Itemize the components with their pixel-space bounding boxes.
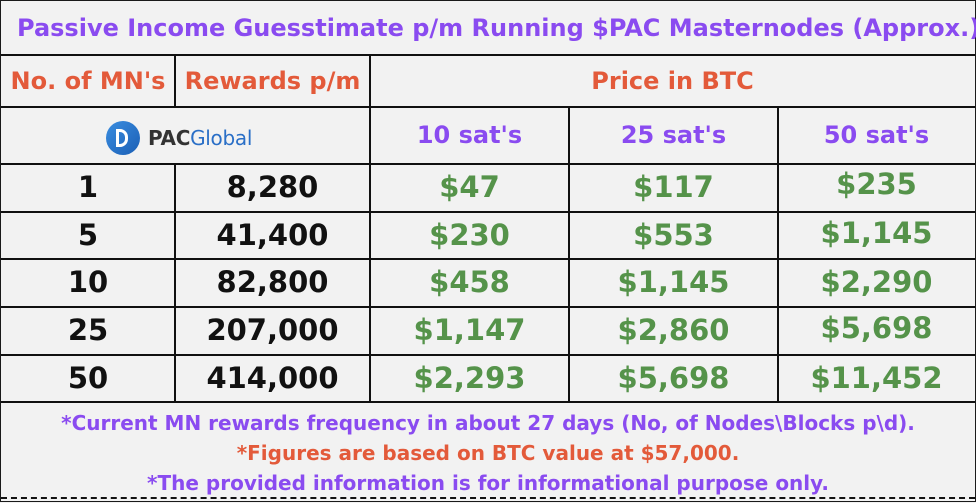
price-10-sats: $47 bbox=[439, 170, 500, 204]
divider bbox=[174, 163, 176, 401]
price-25-sats: $117 bbox=[633, 170, 714, 204]
rewards-value: 8,280 bbox=[226, 170, 319, 204]
price-50-sats: $235 bbox=[836, 167, 917, 201]
divider bbox=[1, 258, 975, 260]
divider bbox=[174, 56, 176, 106]
divider bbox=[568, 106, 570, 401]
header-mn-count: No. of MN's bbox=[10, 67, 166, 95]
footnote-disclaimer: *The provided information is for informa… bbox=[147, 471, 829, 495]
divider bbox=[369, 56, 371, 401]
logo-prefix: PAC bbox=[148, 126, 191, 150]
price-25-sats: $5,698 bbox=[617, 360, 730, 395]
footnote-frequency: *Current MN rewards frequency in about 2… bbox=[61, 411, 915, 435]
price-10-sats: $2,293 bbox=[413, 360, 526, 395]
price-25-sats: $553 bbox=[633, 217, 714, 252]
pac-logo-icon bbox=[106, 121, 140, 155]
price-10-sats: $458 bbox=[429, 265, 510, 299]
price-50-sats: $2,290 bbox=[820, 265, 933, 299]
rewards-value: 414,000 bbox=[206, 360, 339, 395]
dashed-border bbox=[1, 497, 975, 499]
mn-count: 10 bbox=[67, 265, 109, 299]
divider bbox=[1, 163, 975, 165]
price-10-sats: $1,147 bbox=[413, 313, 526, 347]
mn-count: 25 bbox=[67, 313, 109, 347]
header-10-sats: 10 sat's bbox=[416, 120, 523, 149]
mn-count: 1 bbox=[77, 170, 99, 204]
price-10-sats: $230 bbox=[429, 217, 510, 252]
price-25-sats: $2,860 bbox=[617, 313, 730, 347]
rewards-value: 207,000 bbox=[206, 313, 339, 347]
divider bbox=[777, 106, 779, 401]
footnote-btc-value: *Figures are based on BTC value at $57,0… bbox=[236, 441, 740, 465]
price-50-sats: $5,698 bbox=[820, 311, 933, 345]
price-25-sats: $1,145 bbox=[617, 265, 730, 299]
divider bbox=[1, 354, 975, 356]
divider bbox=[1, 106, 975, 108]
rewards-value: 41,400 bbox=[216, 217, 329, 252]
header-50-sats: 50 sat's bbox=[823, 120, 930, 149]
table-title: Passive Income Guesstimate p/m Running $… bbox=[1, 1, 976, 56]
table-grid: No. of MN's Rewards p/m Price in BTC PAC… bbox=[1, 56, 975, 401]
price-50-sats: $1,145 bbox=[820, 215, 933, 250]
mn-count: 50 bbox=[67, 360, 109, 395]
logo-suffix: Global bbox=[190, 126, 253, 150]
header-rewards: Rewards p/m bbox=[184, 67, 361, 95]
price-50-sats: $11,452 bbox=[810, 360, 943, 395]
header-25-sats: 25 sat's bbox=[620, 120, 727, 149]
header-price-btc: Price in BTC bbox=[591, 67, 754, 95]
pac-global-logo: PACGlobal bbox=[106, 118, 252, 158]
footnotes: *Current MN rewards frequency in about 2… bbox=[1, 401, 975, 503]
divider bbox=[1, 306, 975, 308]
rewards-value: 82,800 bbox=[216, 265, 329, 299]
mn-count: 5 bbox=[77, 217, 99, 252]
divider bbox=[1, 211, 975, 213]
